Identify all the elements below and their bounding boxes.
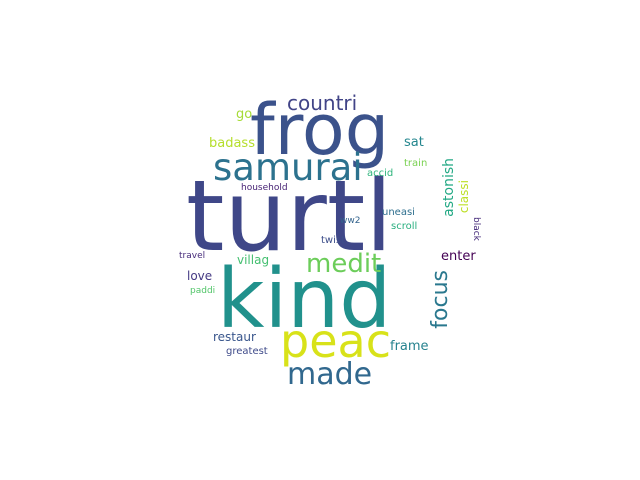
word-medit: medit [306,249,382,279]
word-ww2: ww2 [340,216,361,226]
word-restaur: restaur [213,330,256,344]
word-villag: villag [237,253,270,267]
word-frame: frame [390,339,429,354]
word-peac: peac [280,314,391,368]
word-twist: twist [321,235,346,246]
word-sat: sat [404,135,424,150]
word-greatest: greatest [226,346,268,357]
word-accid: accid [367,168,394,179]
word-love: love [187,269,213,283]
word-black: black [471,217,481,241]
word-astonish: astonish [441,158,457,217]
word-countri: countri [287,91,358,115]
word-badass: badass [209,136,255,151]
word-train: train [404,158,428,169]
word-paddi: paddi [190,286,216,296]
word-household: household [241,183,288,193]
word-travel: travel [179,251,206,261]
word-focus: focus [428,270,453,329]
word-made: made [287,357,373,392]
word-uneasi: uneasi [382,207,415,218]
word-samurai: samurai [213,146,363,189]
word-classi: classi [457,180,471,214]
word-turtl: turtl [186,160,393,274]
word-frog: frog [250,89,390,171]
word-kind: kind [217,252,392,347]
word-scroll: scroll [391,221,418,232]
word-go: go [236,107,253,122]
word-enter: enter [441,249,476,264]
